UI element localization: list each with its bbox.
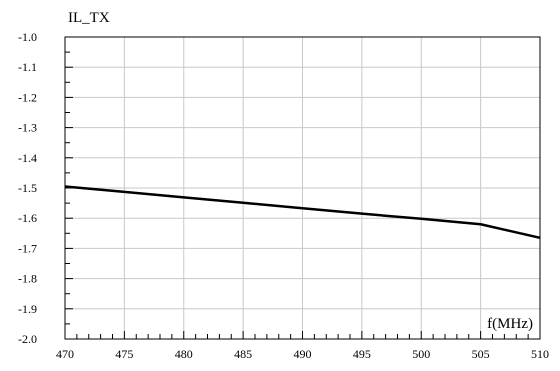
y-tick-label: -1.3 (18, 121, 37, 135)
y-tick-label: -1.1 (18, 60, 37, 74)
y-tick-labels: -1.0 -1.1 -1.2 -1.3 -1.4 -1.5 -1.6 -1.7 -1.8 -1.9… (18, 30, 37, 346)
y-tick-label: -1.5 (18, 181, 37, 195)
x-tick-label: 510 (531, 347, 549, 361)
x-tick-label: 480 (175, 347, 193, 361)
x-tick-label: 475 (115, 347, 133, 361)
x-tick-label: 505 (472, 347, 490, 361)
y-axis-title: IL_TX (68, 10, 110, 26)
x-tick-labels: 470 475 480 485 490 495 500 505 510 (56, 347, 549, 361)
y-tick-label: -1.0 (18, 30, 37, 44)
x-tick-label: 495 (353, 347, 371, 361)
y-tick-label: -1.7 (18, 241, 37, 255)
y-tick-label: -1.9 (18, 302, 37, 316)
y-tick-label: -1.6 (18, 211, 37, 225)
x-tick-label: 500 (412, 347, 430, 361)
x-tick-label: 470 (56, 347, 74, 361)
y-tick-label: -1.4 (18, 151, 37, 165)
x-axis-title: f(MHz) (487, 316, 533, 332)
series-line (64, 185, 541, 240)
plot-frame (64, 36, 541, 340)
y-tick-label: -1.8 (18, 272, 37, 286)
x-tick-label: 490 (294, 347, 312, 361)
series-layer (64, 185, 541, 240)
x-tick-label: 485 (234, 347, 252, 361)
y-tick-label: -2.0 (18, 332, 37, 346)
grid-layer (64, 36, 541, 340)
y-tick-label: -1.2 (18, 90, 37, 104)
